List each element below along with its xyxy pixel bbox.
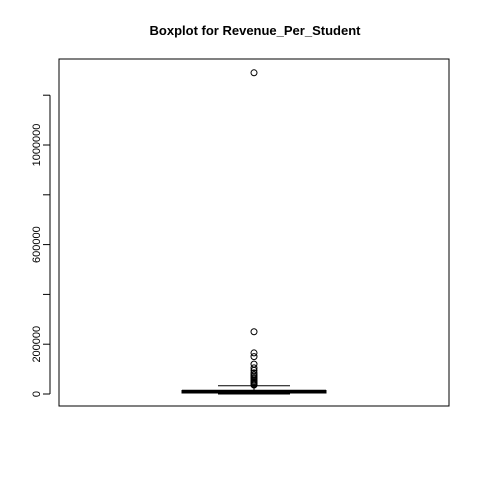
outlier-point: [250, 349, 258, 357]
outlier-point: [250, 364, 258, 372]
outliers: [250, 69, 258, 389]
y-tick-label: 1000000: [31, 124, 43, 167]
chart-title: Boxplot for Revenue_Per_Student: [150, 23, 362, 38]
y-tick-label: 600000: [31, 226, 43, 263]
y-axis-ticks: 0 200000 600000 1000000: [31, 94, 50, 397]
outlier-point: [250, 381, 258, 389]
box: [181, 385, 327, 395]
y-tick-label: 200000: [31, 326, 43, 363]
y-tick-label: 0: [31, 391, 43, 397]
outlier-point: [250, 353, 258, 361]
plot-frame: [58, 58, 450, 407]
outlier-point: [250, 69, 258, 77]
outlier-point: [250, 328, 258, 336]
